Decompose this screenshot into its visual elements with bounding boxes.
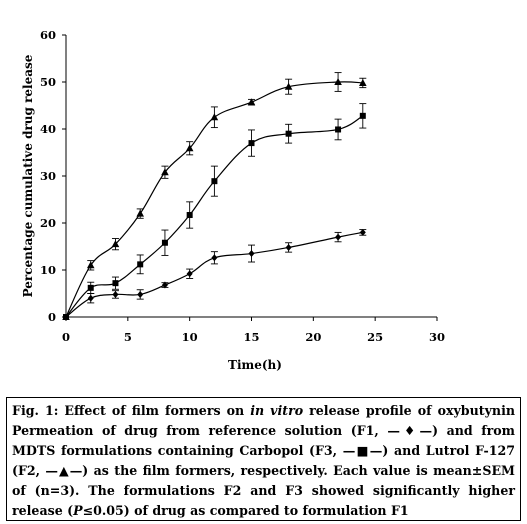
data-point-square <box>359 112 366 119</box>
data-point-diamond <box>112 290 119 298</box>
x-tick-label: 10 <box>182 330 198 344</box>
series-layer <box>62 72 367 321</box>
caption-italic-1: in vitro <box>250 403 304 418</box>
line-chart: Percentage cumulative drug release Time(… <box>21 28 445 372</box>
data-point-square <box>248 140 255 147</box>
data-point-diamond <box>186 270 193 278</box>
data-point-square <box>211 178 218 185</box>
data-point-square <box>112 280 119 287</box>
data-point-square <box>137 261 144 268</box>
caption-fig-label: Fig. 1: <box>12 403 59 418</box>
y-tick-label: 40 <box>40 122 56 136</box>
data-point-square <box>335 126 342 133</box>
x-tick-label: 30 <box>429 330 445 344</box>
data-point-triangle <box>210 113 219 121</box>
y-axis-label: Percentage cumulative drug release <box>21 54 35 297</box>
y-tick-label: 50 <box>40 75 56 89</box>
data-point-diamond <box>285 243 292 251</box>
data-point-diamond <box>248 250 255 258</box>
data-point-square <box>87 284 94 291</box>
caption-text-1: Effect of film formers on <box>58 403 251 418</box>
x-tick-label: 20 <box>305 330 321 344</box>
caption-italic-2: P <box>73 503 83 518</box>
data-point-triangle <box>247 98 256 106</box>
figure-caption: Fig. 1: Effect of film formers on in vit… <box>6 397 521 521</box>
y-tick-label: 30 <box>40 169 56 183</box>
series-square <box>63 103 367 320</box>
data-point-triangle <box>62 313 70 320</box>
data-point-diamond <box>359 228 366 236</box>
ticks-layer: 0 5 10 15 20 25 30 0 10 20 30 40 50 60 <box>40 28 445 344</box>
caption-text-3: ≤0.05) of drug as compared to formulatio… <box>82 503 409 518</box>
data-point-triangle <box>86 261 95 269</box>
data-point-triangle <box>161 168 169 176</box>
series-line <box>65 115 364 318</box>
data-point-square <box>161 239 168 246</box>
y-tick-label: 20 <box>40 216 56 230</box>
y-tick-label: 10 <box>40 263 56 277</box>
series-line <box>65 231 363 318</box>
data-point-square <box>285 130 292 137</box>
data-point-triangle <box>359 78 367 86</box>
chart-area: Percentage cumulative drug release Time(… <box>21 28 445 372</box>
y-tick-label: 60 <box>40 28 56 42</box>
data-point-diamond <box>137 290 144 298</box>
x-tick-label: 15 <box>243 330 259 344</box>
data-point-diamond <box>211 254 218 262</box>
data-point-triangle <box>284 82 293 90</box>
caption-text-2: release profile of oxybutynin Permeation… <box>12 403 516 518</box>
data-point-triangle <box>136 209 144 217</box>
data-point-square <box>186 212 193 219</box>
x-tick-label: 0 <box>62 330 70 344</box>
data-point-diamond <box>87 294 94 302</box>
y-tick-label: 0 <box>48 310 56 324</box>
x-tick-label: 5 <box>124 330 132 344</box>
x-tick-label: 25 <box>367 330 383 344</box>
data-point-diamond <box>161 281 168 289</box>
x-axis-label: Time(h) <box>228 358 282 372</box>
data-point-triangle <box>185 144 194 152</box>
series-triangle <box>62 72 367 320</box>
series-diamond <box>63 228 367 321</box>
data-point-triangle <box>111 240 120 248</box>
data-point-triangle <box>334 78 342 85</box>
data-point-diamond <box>335 233 342 241</box>
